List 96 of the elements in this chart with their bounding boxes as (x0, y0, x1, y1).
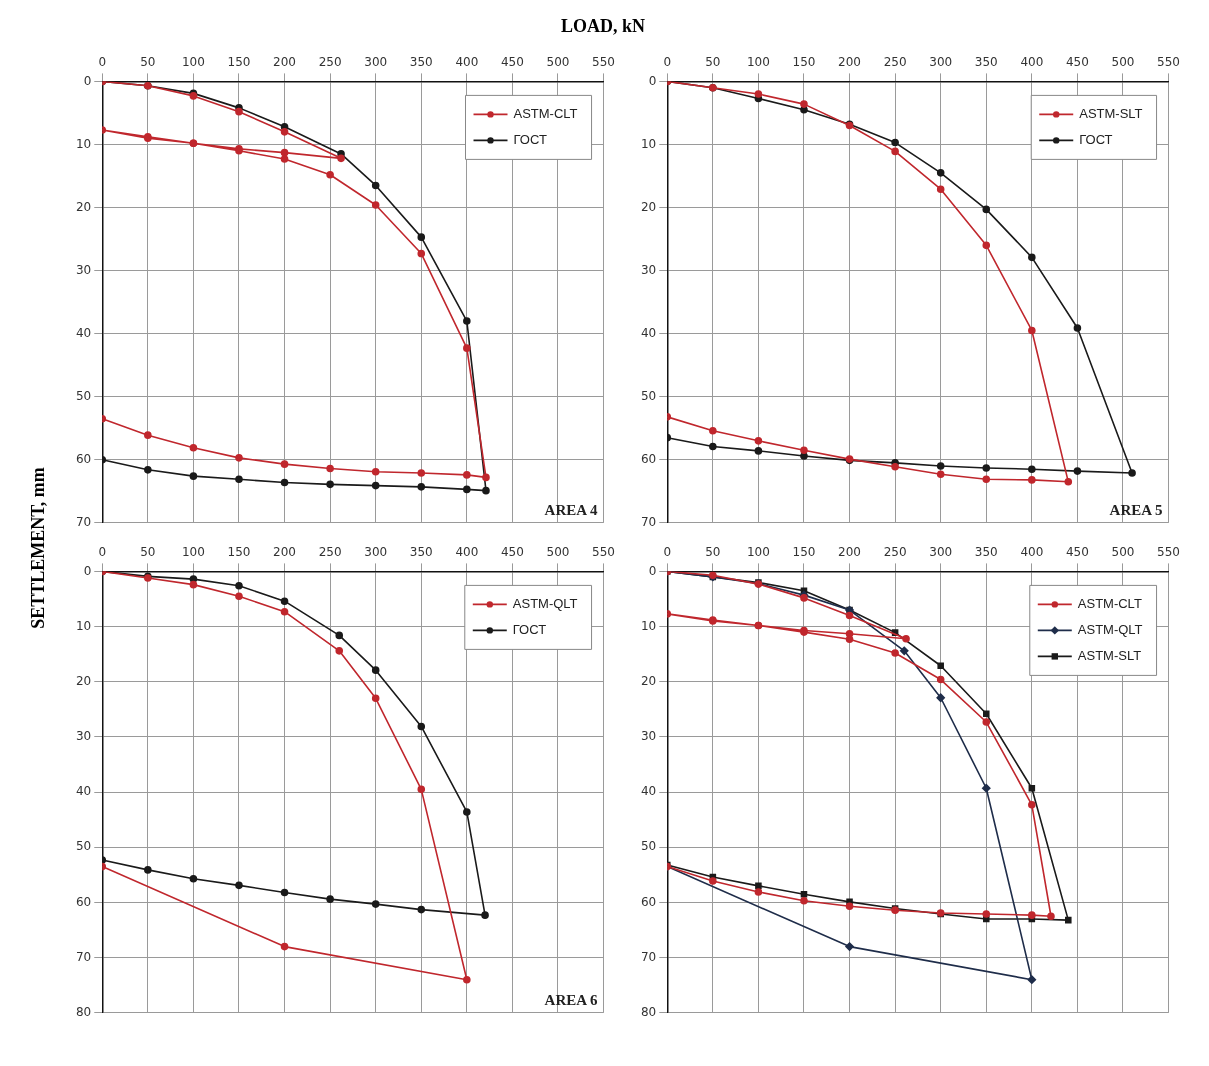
x-tick-label: 350 (409, 545, 433, 560)
x-tick-label: 300 (364, 545, 388, 560)
y-tick-label: 50 (640, 839, 657, 854)
y-tick-label: 40 (75, 784, 92, 799)
y-tick-label: 10 (75, 618, 92, 633)
y-tick-label: 0 (83, 73, 92, 88)
x-tick-label: 450 (1065, 55, 1089, 70)
y-tick-label: 60 (640, 894, 657, 909)
legend-label: ASTM-SLT (1079, 105, 1143, 121)
x-tick-label: 150 (792, 545, 816, 560)
x-tick-label: 500 (546, 55, 570, 70)
x-tick-label: 250 (883, 545, 907, 560)
y-tick-label: 50 (75, 839, 92, 854)
x-tick-label: 0 (663, 545, 672, 560)
y-tick-label: 10 (640, 618, 657, 633)
y-tick-label: 10 (75, 136, 92, 151)
y-tick-label: 0 (648, 563, 657, 578)
y-axis-title: SETTLEMENT, mm (27, 467, 49, 629)
y-tick-label: 20 (75, 673, 92, 688)
x-tick-label: 350 (974, 545, 998, 560)
legend-label: ASTM-QLT (512, 595, 578, 611)
x-tick-label: 200 (838, 55, 862, 70)
y-tick-label: 10 (640, 136, 657, 151)
legend-label: ГОСТ (512, 621, 547, 637)
x-tick-label: 200 (838, 545, 862, 560)
x-tick-label: 0 (663, 55, 672, 70)
y-tick-label: 70 (75, 949, 92, 964)
x-tick-label: 150 (792, 55, 816, 70)
x-axis-title: LOAD, kN (560, 16, 646, 37)
y-tick-label: 50 (75, 388, 92, 403)
x-tick-label: 350 (409, 55, 433, 70)
y-tick-label: 70 (640, 514, 657, 529)
x-tick-label: 250 (318, 545, 342, 560)
y-tick-label: 80 (640, 1004, 657, 1019)
y-tick-label: 30 (640, 262, 657, 277)
y-tick-label: 30 (640, 729, 657, 744)
x-tick-label: 450 (500, 545, 524, 560)
legend-label: ASTM-CLT (513, 105, 578, 121)
x-tick-label: 350 (974, 55, 998, 70)
x-tick-label: 450 (500, 55, 524, 70)
legend-label: ГОСТ (1079, 131, 1113, 147)
y-tick-label: 60 (75, 894, 92, 909)
x-tick-label: 200 (273, 55, 297, 70)
legend-label: ГОСТ (513, 131, 547, 147)
annotation: AREA 4 (544, 502, 599, 519)
x-tick-label: 550 (592, 545, 615, 560)
y-tick-label: 50 (640, 388, 657, 403)
x-tick-label: 50 (705, 55, 721, 70)
x-tick-label: 550 (1157, 545, 1180, 560)
y-tick-label: 70 (75, 514, 92, 529)
x-tick-label: 300 (929, 545, 953, 560)
x-tick-label: 50 (705, 545, 721, 560)
y-tick-label: 40 (640, 784, 657, 799)
y-tick-label: 20 (75, 199, 92, 214)
x-tick-label: 500 (1111, 545, 1135, 560)
x-tick-label: 250 (883, 55, 907, 70)
x-tick-label: 50 (140, 545, 156, 560)
x-tick-label: 0 (98, 55, 107, 70)
x-tick-label: 150 (227, 55, 251, 70)
x-tick-label: 0 (98, 545, 107, 560)
y-tick-label: 70 (640, 949, 657, 964)
y-tick-label: 20 (640, 199, 657, 214)
x-tick-label: 200 (273, 545, 297, 560)
x-tick-label: 150 (227, 545, 251, 560)
x-tick-label: 450 (1065, 545, 1089, 560)
x-tick-label: 400 (455, 545, 479, 560)
y-tick-label: 80 (75, 1004, 92, 1019)
y-tick-label: 60 (75, 451, 92, 466)
y-tick-label: 40 (75, 325, 92, 340)
legend-label: ASTM-CLT (1077, 595, 1142, 611)
legend-label: ASTM-QLT (1077, 621, 1143, 637)
x-tick-label: 50 (140, 55, 156, 70)
y-tick-label: 0 (83, 563, 92, 578)
x-tick-label: 400 (1020, 545, 1044, 560)
x-tick-label: 300 (364, 55, 388, 70)
y-tick-label: 30 (75, 262, 92, 277)
x-tick-label: 100 (181, 55, 205, 70)
x-tick-label: 100 (746, 55, 770, 70)
x-tick-label: 550 (1157, 55, 1180, 70)
x-tick-label: 100 (746, 545, 770, 560)
y-tick-label: 60 (640, 451, 657, 466)
legend-label: ASTM-SLT (1077, 647, 1142, 663)
y-tick-label: 0 (648, 73, 657, 88)
x-tick-label: 500 (546, 545, 570, 560)
x-tick-label: 500 (1111, 55, 1135, 70)
y-tick-label: 40 (640, 325, 657, 340)
x-tick-label: 400 (1020, 55, 1044, 70)
x-tick-label: 550 (592, 55, 615, 70)
x-tick-label: 100 (181, 545, 205, 560)
x-tick-label: 300 (929, 55, 953, 70)
y-tick-label: 20 (640, 673, 657, 688)
annotation: AREA 5 (1109, 502, 1163, 519)
x-tick-label: 400 (455, 55, 479, 70)
annotation: AREA 6 (544, 992, 599, 1009)
y-tick-label: 30 (75, 729, 92, 744)
x-tick-label: 250 (318, 55, 342, 70)
